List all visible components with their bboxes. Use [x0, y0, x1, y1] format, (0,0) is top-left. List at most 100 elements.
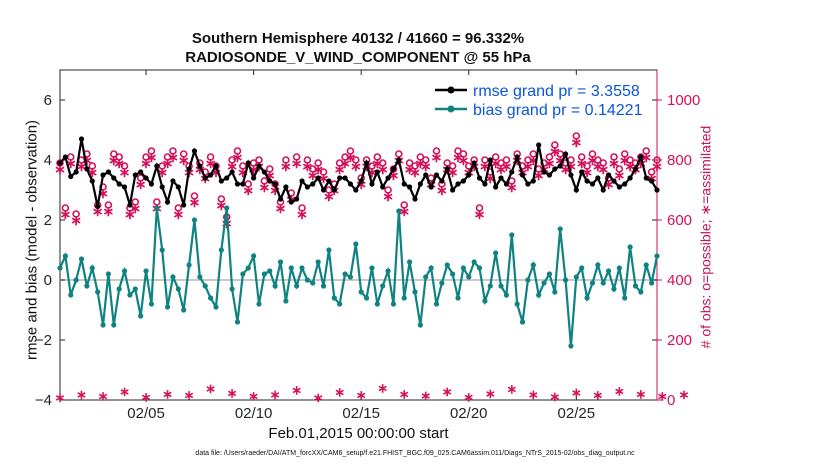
- bias-point: [315, 259, 321, 265]
- obs-count-bottom-marker: ∗: [291, 383, 302, 398]
- rmse-point: [616, 184, 622, 190]
- bias-point: [299, 265, 305, 271]
- obs-assimilated-marker: ∗: [581, 164, 593, 180]
- obs-assimilated-marker: ∗: [264, 167, 276, 183]
- bias-point: [530, 262, 536, 268]
- rmse-point: [466, 172, 472, 178]
- rmse-point: [175, 184, 181, 190]
- obs-count-bottom-marker: ∗: [678, 387, 689, 402]
- rmse-point: [546, 172, 553, 178]
- rmse-point: [406, 184, 413, 190]
- obs-assimilated-marker: ∗: [135, 176, 147, 192]
- obs-assimilated-marker: ∗: [447, 164, 459, 180]
- bias-point: [654, 253, 660, 259]
- obs-possible-marker: [583, 162, 591, 170]
- obs-possible-marker: [115, 153, 123, 161]
- rmse-point: [611, 178, 617, 184]
- rmse-point: [476, 175, 483, 181]
- obs-possible-marker: [454, 147, 462, 155]
- obs-possible-marker: [352, 156, 360, 164]
- bias-point: [100, 322, 106, 328]
- bias-point: [84, 283, 90, 289]
- bias-point: [175, 286, 181, 292]
- obs-count-bottom-marker: ∗: [549, 389, 560, 404]
- bias-point: [374, 301, 380, 307]
- obs-possible-marker: [524, 156, 532, 164]
- y-tick-label-left: 2: [44, 212, 52, 229]
- obs-count-bottom-marker: ∗: [313, 390, 324, 405]
- obs-possible-marker: [56, 159, 64, 167]
- obs-possible-marker: [142, 153, 150, 161]
- rmse-point: [191, 148, 198, 154]
- obs-possible-marker: [405, 159, 414, 167]
- bias-point: [584, 295, 590, 301]
- rmse-point: [380, 184, 386, 190]
- rmse-point: [595, 175, 601, 181]
- rmse-point: [353, 187, 359, 193]
- bias-point: [207, 295, 214, 301]
- rmse-point: [584, 178, 590, 184]
- bias-point: [326, 247, 332, 253]
- bias-point: [649, 280, 655, 286]
- y-tick-label-right: 400: [667, 272, 692, 289]
- obs-possible-marker: [421, 156, 430, 164]
- rmse-point: [622, 181, 628, 187]
- obs-possible-marker: [647, 168, 656, 176]
- obs-possible-marker: [88, 162, 97, 170]
- bias-point: [170, 274, 176, 280]
- obs-possible-marker: [190, 192, 199, 200]
- data-file-footnote: data file: /Users/raeder/DAI/ATM_forcXX/…: [195, 450, 635, 457]
- bias-point: [369, 265, 375, 271]
- bias-point: [261, 271, 267, 277]
- obs-assimilated-marker: ∗: [592, 158, 604, 174]
- obs-possible-marker: [147, 147, 156, 155]
- bias-point: [105, 271, 112, 277]
- bias-point: [191, 217, 198, 223]
- obs-possible-marker: [292, 153, 301, 161]
- rmse-point: [310, 181, 316, 187]
- bias-point: [78, 256, 85, 262]
- rmse-point: [482, 181, 488, 187]
- bias-point: [622, 295, 628, 301]
- y-tick-label-right: 600: [667, 212, 692, 229]
- y-tick-label-left: 0: [44, 272, 52, 289]
- rmse-point: [127, 202, 133, 208]
- rmse-point: [245, 160, 251, 166]
- obs-assimilated-marker: ∗: [624, 158, 636, 174]
- bias-point: [428, 265, 434, 271]
- rmse-point: [68, 173, 74, 180]
- obs-possible-marker: [459, 150, 468, 158]
- obs-assimilated-marker: ∗: [355, 176, 367, 192]
- bias-point: [57, 265, 63, 271]
- obs-count-bottom-marker: ∗: [442, 384, 453, 399]
- obs-possible-marker: [626, 156, 634, 164]
- obs-assimilated-marker: ∗: [210, 164, 222, 180]
- rmse-point: [132, 172, 138, 178]
- obs-possible-marker: [411, 162, 419, 170]
- bias-point: [132, 286, 138, 292]
- bias-point: [73, 277, 79, 283]
- rmse-point: [251, 175, 257, 181]
- bias-point: [320, 283, 327, 289]
- bias-point: [573, 274, 579, 280]
- bias-point: [202, 283, 208, 289]
- bias-point: [89, 265, 95, 271]
- bias-point: [380, 283, 386, 289]
- obs-possible-marker: [540, 159, 548, 167]
- obs-count-bottom-marker: ∗: [571, 385, 582, 400]
- obs-count-bottom-marker: ∗: [528, 387, 539, 402]
- rmse-point: [541, 169, 547, 175]
- obs-count-bottom-marker: ∗: [227, 386, 238, 401]
- rmse-point: [62, 154, 68, 160]
- obs-assimilated-marker: ∗: [162, 155, 174, 171]
- obs-possible-marker: [217, 195, 226, 203]
- obs-assimilated-marker: ∗: [318, 170, 330, 186]
- obs-possible-marker: [169, 147, 177, 155]
- obs-possible-marker: [615, 165, 624, 173]
- bias-point: [643, 262, 649, 268]
- rmse-point: [342, 175, 348, 181]
- rmse-point: [552, 166, 558, 172]
- obs-possible-marker: [551, 141, 559, 149]
- rmse-point: [363, 160, 370, 166]
- obs-count-bottom-marker: ∗: [334, 385, 345, 400]
